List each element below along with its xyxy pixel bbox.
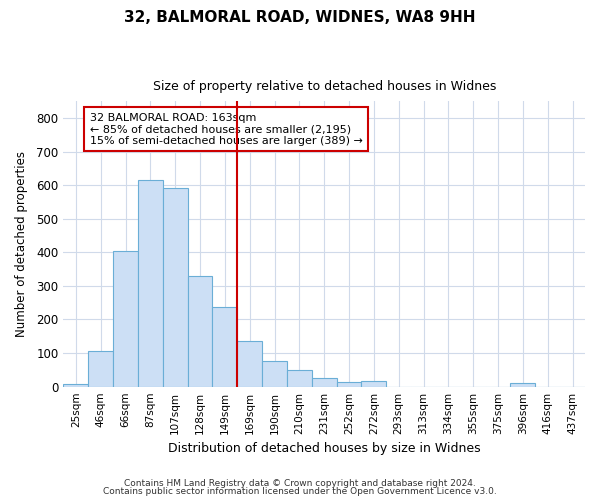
Text: Contains HM Land Registry data © Crown copyright and database right 2024.: Contains HM Land Registry data © Crown c…	[124, 478, 476, 488]
Bar	[237, 342, 262, 386]
Bar	[163, 188, 188, 386]
Bar	[138, 180, 163, 386]
X-axis label: Distribution of detached houses by size in Widnes: Distribution of detached houses by size …	[168, 442, 481, 455]
Text: Contains public sector information licensed under the Open Government Licence v3: Contains public sector information licen…	[103, 487, 497, 496]
Bar	[511, 384, 535, 386]
Bar	[262, 361, 287, 386]
Bar	[337, 382, 361, 386]
Bar	[312, 378, 337, 386]
Y-axis label: Number of detached properties: Number of detached properties	[15, 151, 28, 337]
Bar	[212, 308, 237, 386]
Text: 32 BALMORAL ROAD: 163sqm
← 85% of detached houses are smaller (2,195)
15% of sem: 32 BALMORAL ROAD: 163sqm ← 85% of detach…	[89, 112, 362, 146]
Bar	[113, 252, 138, 386]
Title: Size of property relative to detached houses in Widnes: Size of property relative to detached ho…	[152, 80, 496, 93]
Bar	[88, 351, 113, 386]
Bar	[188, 276, 212, 386]
Bar	[64, 384, 88, 386]
Bar	[287, 370, 312, 386]
Text: 32, BALMORAL ROAD, WIDNES, WA8 9HH: 32, BALMORAL ROAD, WIDNES, WA8 9HH	[124, 10, 476, 25]
Bar	[361, 382, 386, 386]
